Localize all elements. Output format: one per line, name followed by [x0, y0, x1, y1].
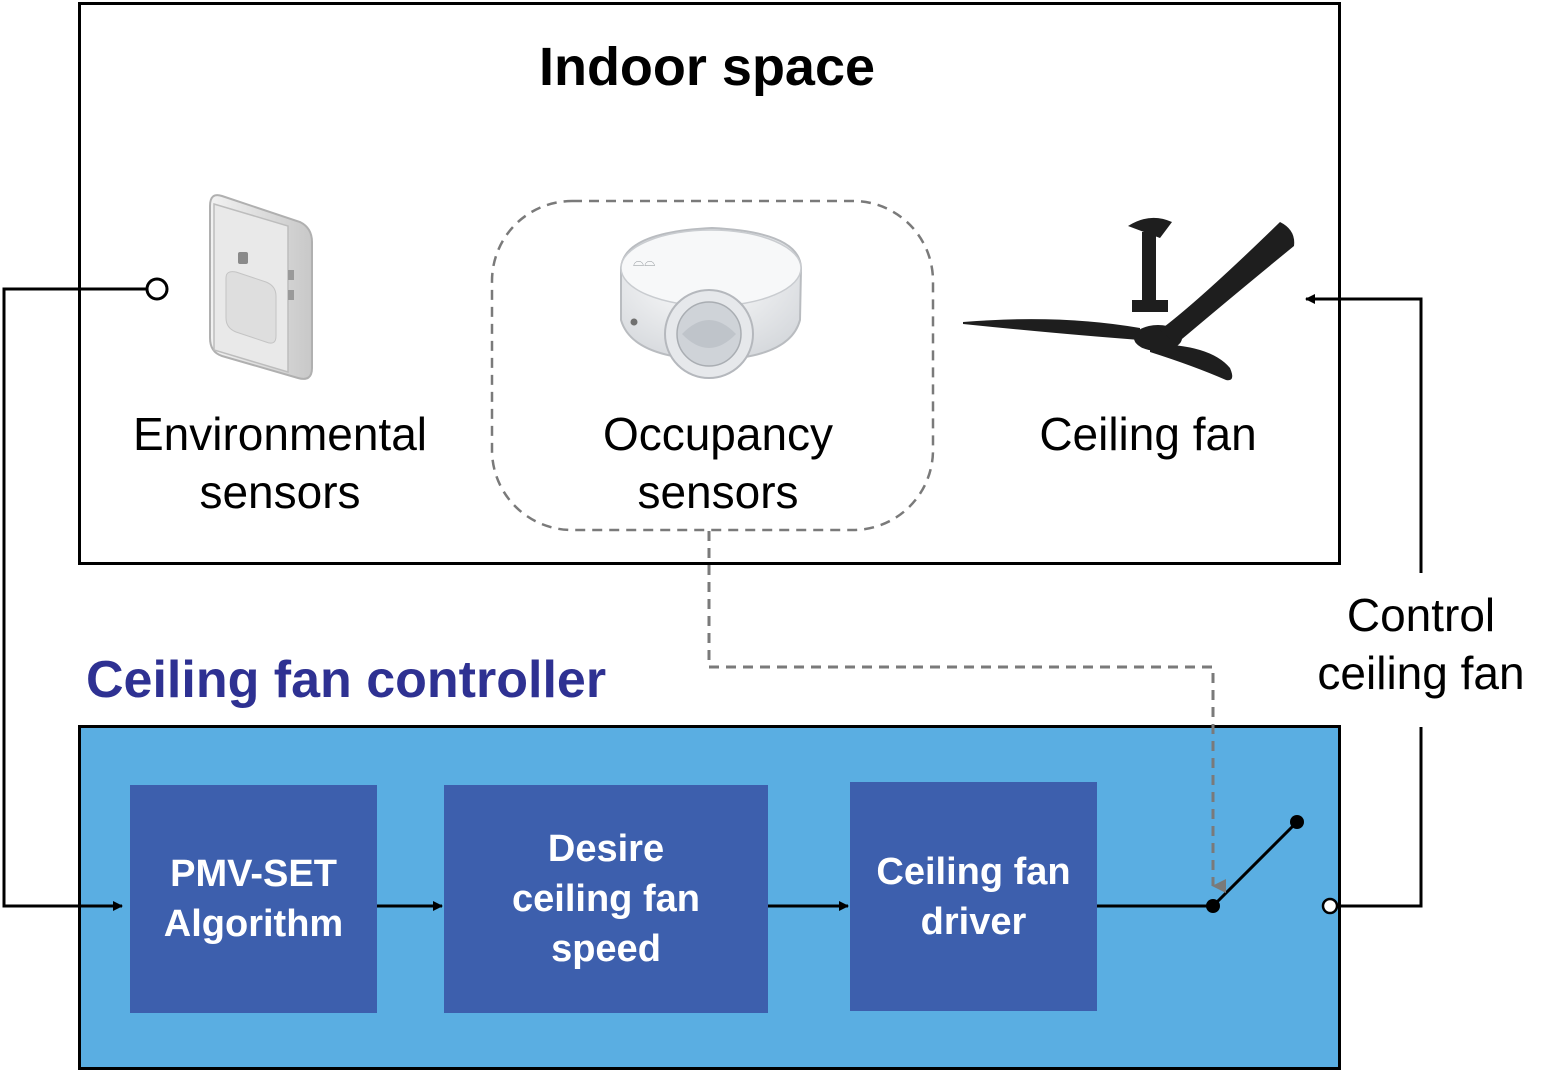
output-terminal: [1321, 897, 1339, 915]
label-line: Occupancy: [602, 408, 834, 460]
block-label: speed: [551, 928, 661, 970]
block-label: Desire: [547, 828, 665, 870]
occupancy-sensors-label: Occupancy sensors: [548, 405, 888, 521]
environmental-sensors-label: Environmental sensors: [100, 405, 460, 521]
block-label: driver: [920, 900, 1027, 943]
switch-lever: [1211, 820, 1299, 908]
label-line: ceiling fan: [1317, 647, 1525, 699]
controller-title: Ceiling fan controller: [86, 651, 607, 709]
label-line: Control: [1346, 589, 1496, 641]
occupancy-control-line: [707, 531, 1226, 893]
sensor-terminal: [145, 277, 169, 301]
ceiling-fan-driver-block: Ceiling fan driver: [850, 782, 1097, 1011]
fan-control-line-lower: [1341, 727, 1423, 908]
sensor-signal-line: [2, 287, 146, 911]
control-ceiling-fan-label: Control ceiling fan: [1296, 586, 1544, 702]
desired-fan-speed-block: Desire ceiling fan speed: [444, 785, 768, 1013]
ceiling-fan-label: Ceiling fan: [1039, 408, 1257, 460]
label-line: sensors: [637, 466, 799, 518]
fan-control-line-upper: [1305, 294, 1423, 573]
block-label: PMV-SET: [170, 853, 337, 895]
label-line: sensors: [199, 466, 361, 518]
switch-contact: [1290, 815, 1304, 829]
label-line: Environmental: [132, 408, 428, 460]
svg-text:⌓⌓: ⌓⌓: [633, 253, 655, 269]
block-label: ceiling fan: [512, 878, 700, 920]
ceiling-fan-image: [963, 217, 1295, 381]
block-label: Algorithm: [163, 903, 344, 945]
indoor-space-title: Indoor space: [538, 37, 876, 97]
pmv-set-algorithm-block: PMV-SET Algorithm: [130, 785, 377, 1013]
environmental-sensor-image: [209, 194, 313, 380]
block-label: Ceiling fan: [876, 850, 1071, 893]
occupancy-region-outline: [490, 199, 935, 532]
occupancy-sensor-image: ⌓⌓: [620, 226, 803, 379]
